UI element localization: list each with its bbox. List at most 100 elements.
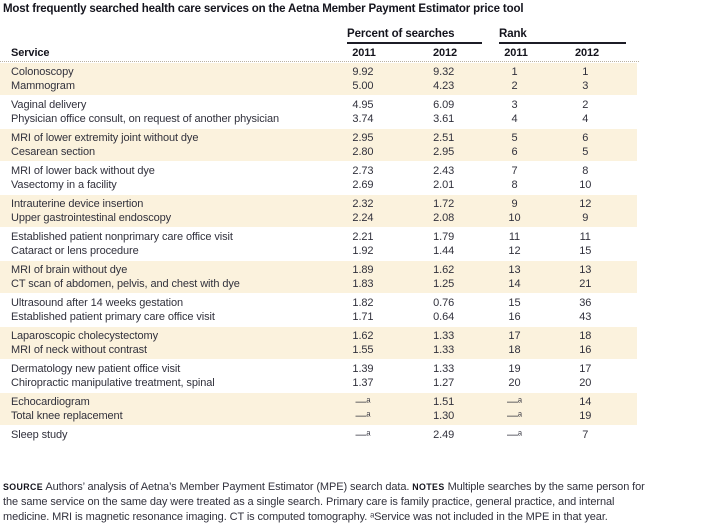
notes-label: NOTES (412, 481, 445, 492)
table-row: Laparoscopic cholecystectomy 1.62 1.33 17 18 (0, 329, 637, 344)
value: 2.69 (352, 179, 374, 191)
value: 2.95 (352, 131, 374, 144)
value: 15 (508, 296, 521, 309)
service-cell: Sleep study (11, 428, 68, 441)
value: 2.08 (433, 212, 455, 224)
value: 36 (579, 296, 592, 309)
value: 20 (508, 377, 521, 389)
table-row: MRI of neck without contrast 1.55 1.33 18 16 (0, 343, 637, 358)
value: 2.01 (433, 179, 455, 191)
value: 13 (508, 263, 521, 276)
percent-2011-cell: 1.71 (346, 310, 427, 325)
value: 14 (508, 278, 521, 290)
percent-2011-cell: 9.92 (346, 65, 427, 80)
col-group-rank: Rank (499, 28, 626, 44)
rank-2011-cell: 2 (497, 79, 568, 94)
table-row: Mammogram 5.00 4.23 2 3 (0, 79, 637, 94)
percent-2011-cell: 1.62 (346, 329, 427, 344)
value: 1.30 (433, 410, 455, 422)
rank-2011-cell: 10 (497, 211, 568, 226)
value: 2.24 (352, 212, 374, 224)
value: 4 (582, 113, 589, 125)
rank-2012-cell: 36 (568, 296, 637, 311)
value: 19 (508, 362, 521, 375)
percent-2012-cell: 2.08 (427, 211, 498, 226)
service-cell: Vasectomy in a facility (11, 179, 117, 191)
notes-text: Multiple searches by the same person for… (3, 480, 645, 523)
table-row: Vaginal delivery 4.95 6.09 3 2 (0, 98, 637, 113)
value: 2.80 (352, 146, 374, 158)
service-cell: Echocardiogram (11, 395, 90, 408)
percent-2012-cell: 1.79 (427, 230, 498, 245)
value: 43 (579, 311, 592, 323)
value: 1.39 (352, 362, 374, 375)
rank-2012-cell: 4 (568, 112, 637, 127)
value: 1.72 (433, 197, 455, 210)
percent-2011-cell: 1.92 (346, 244, 427, 259)
percent-2011-cell: 2.24 (346, 211, 427, 226)
percent-2012-cell: 1.62 (427, 263, 498, 278)
value: 2.73 (352, 164, 374, 177)
value: 11 (508, 230, 521, 243)
value: 6.09 (433, 98, 455, 111)
services-table: Percent of searches Rank Service 2011 20… (0, 28, 639, 444)
column-header-row: Service 2011 2012 2011 2012 (0, 44, 639, 62)
value: 1.25 (433, 278, 455, 290)
value: 1.33 (433, 362, 455, 375)
rank-2012-cell: 3 (568, 79, 637, 94)
service-cell: Laparoscopic cholecystectomy (11, 329, 158, 342)
rank-2011-cell: 14 (497, 277, 568, 292)
value: 1.44 (433, 245, 455, 257)
table-row: Colonoscopy 9.92 9.32 1 1 (0, 65, 637, 80)
service-cell: Dermatology new patient office visit (11, 362, 181, 375)
value: 9.92 (352, 65, 374, 78)
percent-2012-cell: 1.33 (427, 343, 498, 358)
rank-2011-cell: 3 (497, 98, 568, 113)
percent-2011-cell: 2.21 (346, 230, 427, 245)
percent-2012-cell: 1.44 (427, 244, 498, 259)
rank-2012-cell: 12 (568, 197, 637, 212)
rank-2011-cell: 5 (497, 131, 568, 146)
rank-2012-cell: 19 (568, 409, 637, 424)
service-cell: Cataract or lens procedure (11, 245, 139, 257)
value: 1.83 (352, 278, 374, 290)
service-cell: Intrauterine device insertion (11, 197, 144, 210)
percent-2012-cell: 4.23 (427, 79, 498, 94)
percent-2011-cell: —ᵃ (346, 395, 427, 410)
table-row: Echocardiogram —ᵃ 1.51 —ᵃ 14 (0, 395, 637, 410)
value: 1 (511, 65, 518, 78)
percent-2012-cell: 2.43 (427, 164, 498, 179)
row-band: Sleep study —ᵃ 2.49 —ᵃ 7 (0, 426, 637, 444)
percent-2012-cell: 2.49 (427, 428, 498, 443)
value: 1.55 (352, 344, 374, 356)
service-cell: CT scan of abdomen, pelvis, and chest wi… (11, 278, 240, 290)
percent-2012-cell: 1.33 (427, 362, 498, 377)
value: 5 (582, 146, 589, 158)
percent-2012-cell: 1.72 (427, 197, 498, 212)
percent-2012-cell: 3.61 (427, 112, 498, 127)
percent-2011-cell: 2.69 (346, 178, 427, 193)
service-cell: MRI of brain without dye (11, 263, 128, 276)
col-group-percent-of-searches: Percent of searches (347, 28, 482, 44)
service-cell: Colonoscopy (11, 65, 74, 78)
row-band: MRI of brain without dye 1.89 1.62 13 13 CT s… (0, 261, 637, 293)
value: 1.51 (433, 395, 455, 408)
table-row: Vasectomy in a facility 2.69 2.01 8 10 (0, 178, 637, 193)
rank-2012-cell: 11 (568, 230, 637, 245)
value: 5.00 (352, 80, 374, 92)
service-cell: Upper gastrointestinal endoscopy (11, 212, 172, 224)
value: 2.21 (352, 230, 374, 243)
service-cell: Chiropractic manipulative treatment, spi… (11, 377, 215, 389)
service-cell: Ultrasound after 14 weeks gestation (11, 296, 183, 309)
value: 13 (579, 263, 592, 276)
value: 11 (579, 230, 591, 243)
row-band: Colonoscopy 9.92 9.32 1 1 Mammogram 5.00 4.23 2 3 (0, 63, 637, 95)
value: 2.43 (433, 164, 455, 177)
value: —ᵃ (355, 395, 371, 408)
percent-2011-cell: —ᵃ (346, 409, 427, 424)
rank-2011-cell: 18 (497, 343, 568, 358)
table-row: Cesarean section 2.80 2.95 6 5 (0, 145, 637, 160)
rank-2011-cell: 15 (497, 296, 568, 311)
table-row: Established patient nonprimary care offi… (0, 230, 637, 245)
rank-2012-cell: 6 (568, 131, 637, 146)
